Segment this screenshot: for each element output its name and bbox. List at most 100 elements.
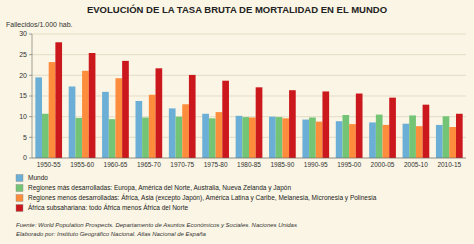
legend-label: Regiones menos desarrolladas: África, As…: [28, 193, 377, 202]
bar: [302, 120, 309, 158]
bar: [109, 119, 116, 158]
bar: [222, 81, 229, 158]
bar: [356, 94, 363, 158]
grid-line: [32, 75, 466, 76]
bar: [403, 124, 410, 158]
x-tick-label: 1975-80: [204, 161, 228, 168]
bar: [336, 121, 343, 158]
bar: [156, 68, 163, 158]
bar: [389, 98, 396, 158]
y-tick-label: 25: [19, 51, 27, 58]
x-tick-label: 1950-55: [37, 161, 61, 168]
y-tick: [29, 96, 32, 97]
bars: [35, 42, 462, 158]
bar: [82, 71, 89, 158]
y-tick: [29, 116, 32, 117]
x-tick-label: 2000-05: [371, 161, 395, 168]
bar: [409, 115, 416, 158]
legend-swatch: [16, 195, 23, 202]
bar: [42, 114, 49, 158]
footnote: Fuente: World Population Prospects. Depa…: [16, 222, 297, 228]
y-axis-label: Fallecidos/1.000 hab.: [6, 21, 73, 28]
x-tick-label: 1980-85: [237, 161, 261, 168]
bar: [269, 117, 276, 158]
bar: [376, 115, 383, 158]
bar: [383, 125, 390, 158]
grid-line: [32, 116, 466, 117]
bar: [289, 90, 296, 158]
grid-line: [32, 54, 466, 55]
bar: [242, 117, 249, 158]
grid: [32, 34, 466, 158]
y-tick: [29, 158, 32, 159]
bar: [249, 117, 256, 158]
bar: [176, 117, 183, 158]
legend-swatch: [16, 185, 23, 192]
bar: [456, 114, 463, 158]
y-tick-label: 30: [19, 30, 27, 37]
footnote: Elaborado por: Instituto Geográfico Naci…: [16, 231, 207, 237]
legend-swatch: [16, 175, 23, 182]
y-axis: 0 5 10 15 20 25 30: [19, 30, 32, 161]
bar: [189, 75, 196, 158]
bar: [436, 125, 443, 158]
bar: [256, 87, 263, 158]
x-tick-label: 2010-15: [437, 161, 461, 168]
y-tick-label: 15: [19, 92, 27, 99]
chart: EVOLUCIÓN DE LA TASA BRUTA DE MORTALIDAD…: [0, 0, 474, 244]
x-tick-label: 1960-65: [104, 161, 128, 168]
y-tick-label: 10: [19, 113, 27, 120]
x-axis: 1950-55 1955-60 1960-65 1965-70 1970-75 1975-…: [37, 161, 462, 168]
y-tick-label: 0: [23, 154, 27, 161]
y-tick-label: 5: [23, 134, 27, 141]
bar: [35, 77, 42, 158]
bar: [216, 112, 223, 158]
x-tick-label: 1955-60: [70, 161, 94, 168]
bar: [182, 104, 189, 158]
x-tick-label: 1995-00: [337, 161, 361, 168]
bar: [342, 115, 349, 158]
bar: [416, 126, 423, 158]
y-tick: [29, 137, 32, 138]
y-tick-label: 20: [19, 72, 27, 79]
legend-label: Mundo: [28, 174, 48, 181]
bar: [236, 116, 243, 158]
bar: [443, 116, 450, 158]
x-tick-label: 1965-70: [137, 161, 161, 168]
bar: [142, 117, 149, 158]
legend: MundoRegiones más desarrolladas: Europa,…: [16, 174, 377, 211]
x-tick-label: 1985-90: [270, 161, 294, 168]
bar: [49, 62, 56, 158]
bar: [282, 118, 289, 158]
y-tick: [29, 75, 32, 76]
bar: [55, 42, 62, 158]
bar: [449, 127, 456, 158]
bar: [169, 108, 176, 158]
x-tick-label: 1990-95: [304, 161, 328, 168]
bar: [135, 101, 142, 158]
bar: [423, 105, 430, 158]
x-tick-label: 1970-75: [170, 161, 194, 168]
grid-line: [32, 34, 466, 35]
x-tick-label: 2005-10: [404, 161, 428, 168]
bar: [349, 124, 356, 158]
bar: [309, 117, 316, 158]
bar: [202, 114, 209, 158]
bar: [276, 117, 283, 158]
y-tick: [29, 54, 32, 55]
y-tick: [29, 34, 32, 35]
bar: [89, 53, 96, 158]
legend-swatch: [16, 205, 23, 212]
bar: [369, 122, 376, 158]
bar: [69, 86, 76, 158]
grid-line: [32, 96, 466, 97]
bar: [316, 122, 323, 158]
y-axis-line: [32, 34, 33, 158]
bar: [209, 118, 216, 158]
bar: [102, 92, 109, 158]
bar: [75, 118, 82, 158]
title: EVOLUCIÓN DE LA TASA BRUTA DE MORTALIDAD…: [87, 4, 387, 15]
bar: [149, 95, 156, 158]
legend-label: África subsahariana: todo África menos Á…: [28, 203, 188, 211]
bar: [122, 61, 129, 158]
